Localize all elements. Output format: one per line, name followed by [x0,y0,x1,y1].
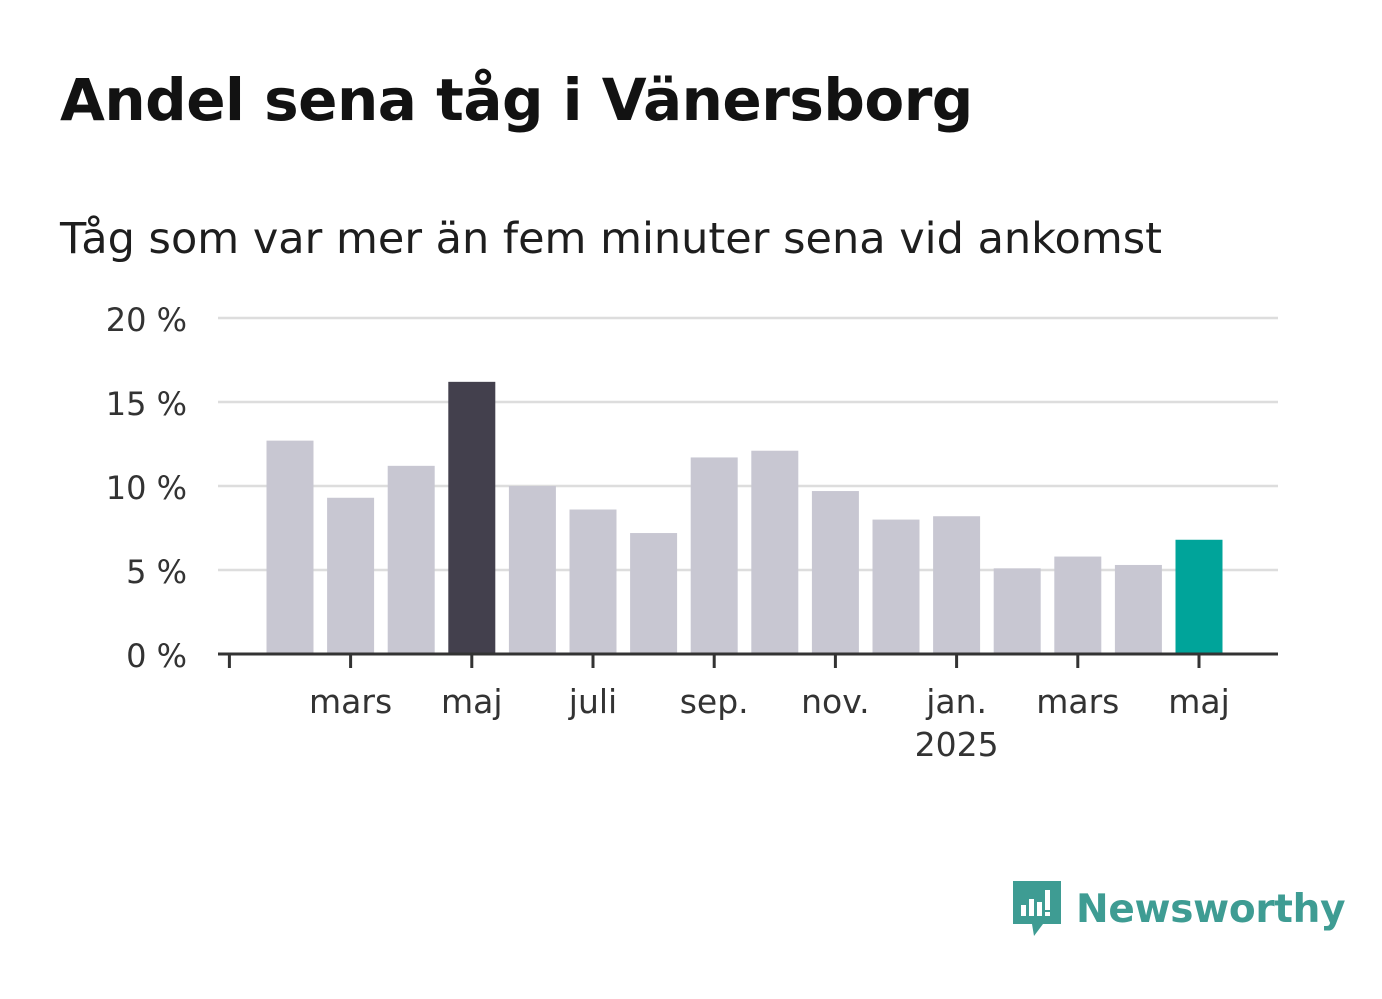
y-tick-label: 10 % [106,469,187,507]
y-tick-label: 0 % [126,637,187,675]
bar [508,486,556,654]
bar [1114,564,1162,654]
bar [266,440,314,654]
brand-logo: Newsworthy [1010,878,1346,940]
y-tick-label: 15 % [106,385,187,423]
chart-subtitle: Tåg som var mer än fem minuter sena vid … [60,214,1163,264]
bar [690,457,738,654]
bar [872,519,920,654]
x-tick-label: juli [568,682,617,721]
bar [751,450,799,654]
x-tick-label: sep. [680,682,749,721]
bar [448,381,496,654]
x-tick-label: maj [441,682,503,721]
x-tick-label: mars [1036,682,1119,721]
x-tick-label: jan. [925,682,987,721]
bar [933,516,981,654]
chart-title: Andel sena tåg i Vänersborg [60,66,973,134]
bar [993,568,1041,654]
bar [1175,539,1223,654]
y-tick-label: 20 % [106,301,187,339]
bar [630,533,678,654]
bar [387,465,435,654]
bar [1054,556,1102,654]
brand-name: Newsworthy [1076,886,1346,932]
bar [569,509,617,654]
newsworthy-logo-icon [1013,881,1061,936]
bar [327,497,375,654]
x-tick-label: mars [309,682,392,721]
y-tick-label: 5 % [126,553,187,591]
x-tick-sublabel: 2025 [915,725,999,764]
x-tick-label: nov. [801,682,870,721]
x-tick-label: maj [1168,682,1230,721]
bar [811,491,859,654]
